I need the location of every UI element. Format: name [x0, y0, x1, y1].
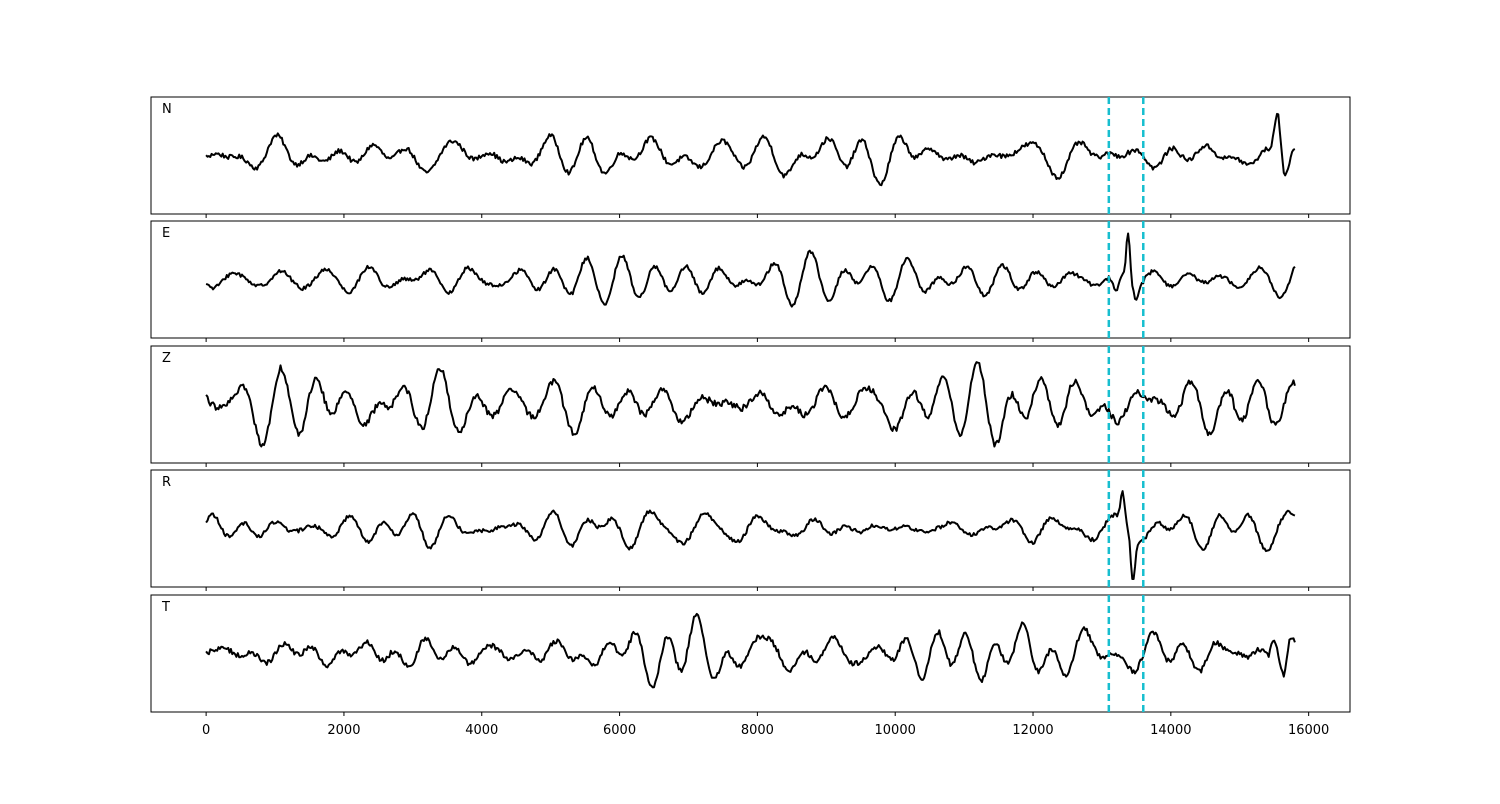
- panel-n: N: [150, 96, 1351, 218]
- x-tick-label: 2000: [327, 723, 360, 738]
- x-tick-label: 14000: [1150, 723, 1191, 738]
- x-tick-label: 16000: [1288, 723, 1329, 738]
- panels-group: N E Z R T: [150, 96, 1351, 716]
- x-axis: 0 2000 4000 6000 8000 10000 12000 14000 16000: [202, 723, 1329, 738]
- trace-z: [205, 361, 1296, 448]
- panel-frame: [150, 469, 1351, 588]
- panel-frame: [150, 345, 1351, 464]
- x-tick-label: 12000: [1012, 723, 1053, 738]
- panel-label-t: T: [161, 600, 170, 615]
- trace-r: [205, 490, 1296, 580]
- panel-z: Z: [150, 345, 1351, 467]
- panel-frame: [150, 594, 1351, 713]
- panel-label-e: E: [162, 226, 170, 241]
- x-tick-label: 10000: [875, 723, 916, 738]
- panel-t: T: [150, 594, 1351, 716]
- panel-label-z: Z: [162, 351, 171, 366]
- trace-t: [205, 612, 1296, 689]
- trace-e: [205, 232, 1296, 308]
- panel-e: E: [150, 220, 1351, 342]
- panel-frame: [150, 96, 1351, 215]
- panel-r: R: [150, 469, 1351, 591]
- panel-frame: [150, 220, 1351, 339]
- panel-label-n: N: [162, 102, 172, 117]
- trace-n: [205, 112, 1296, 187]
- x-tick-label: 0: [202, 723, 210, 738]
- x-tick-label: 4000: [465, 723, 498, 738]
- x-tick-label: 6000: [603, 723, 636, 738]
- panel-label-r: R: [162, 475, 171, 490]
- x-tick-label: 8000: [741, 723, 774, 738]
